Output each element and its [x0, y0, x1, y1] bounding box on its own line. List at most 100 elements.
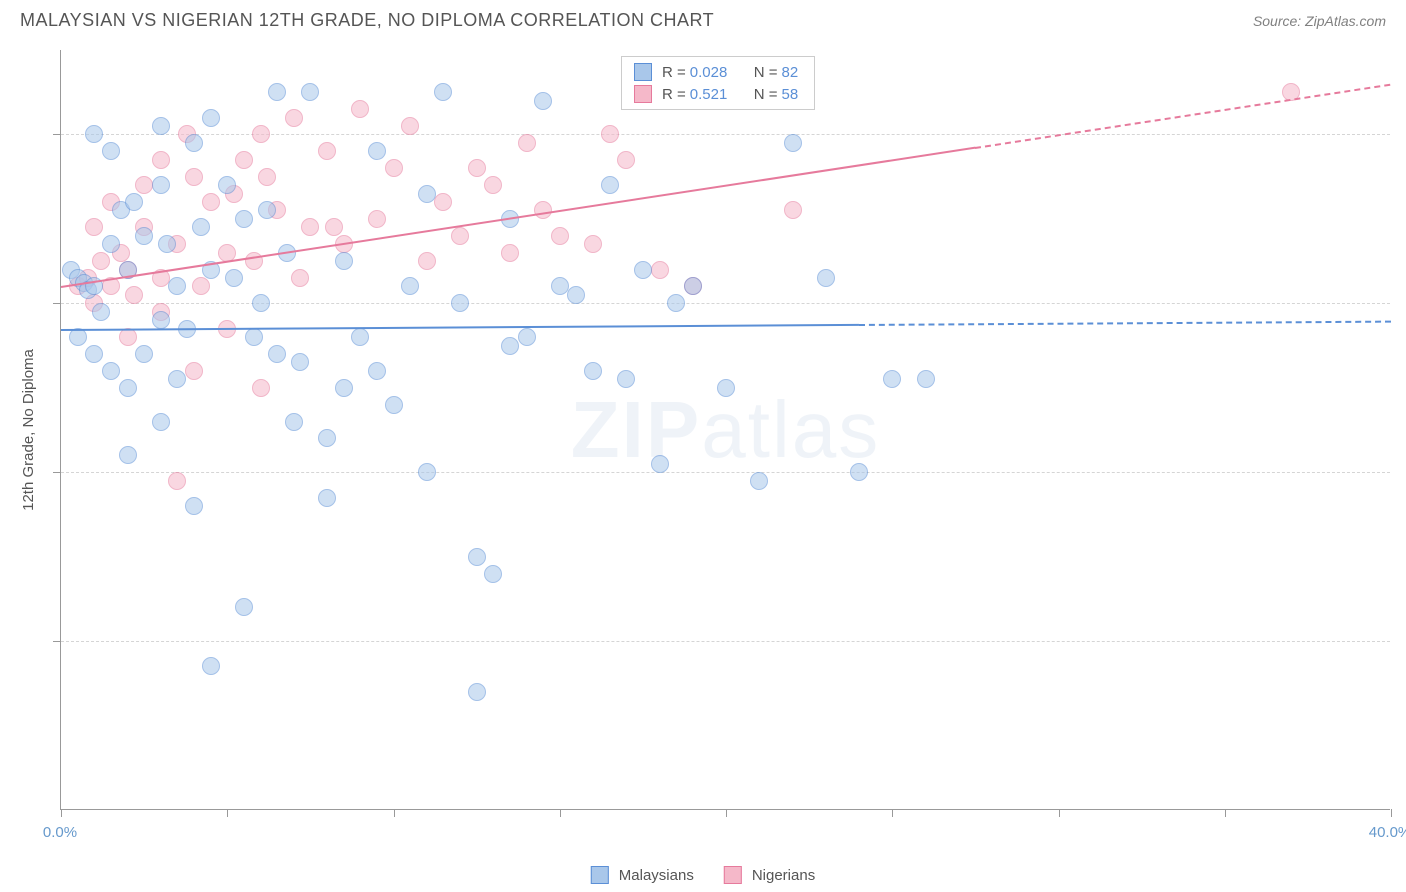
- data-point: [92, 252, 110, 270]
- data-point: [335, 252, 353, 270]
- data-point: [119, 379, 137, 397]
- data-point: [351, 328, 369, 346]
- data-point: [152, 311, 170, 329]
- legend-item-nigerians: Nigerians: [724, 866, 815, 884]
- x-tick: [1391, 809, 1392, 817]
- data-point: [717, 379, 735, 397]
- data-point: [601, 176, 619, 194]
- data-point: [245, 328, 263, 346]
- data-point: [325, 218, 343, 236]
- data-point: [202, 109, 220, 127]
- data-point: [434, 83, 452, 101]
- data-point: [917, 370, 935, 388]
- data-point: [285, 413, 303, 431]
- data-point: [192, 218, 210, 236]
- data-point: [291, 353, 309, 371]
- data-point: [617, 151, 635, 169]
- y-axis-title: 12th Grade, No Diploma: [20, 349, 37, 511]
- y-tick-label: 90.0%: [1400, 295, 1406, 312]
- x-tick-label: 0.0%: [43, 824, 77, 841]
- scatter-chart: ZIPatlas 70.0%80.0%90.0%100.0%R =0.028N …: [60, 50, 1390, 810]
- data-point: [651, 455, 669, 473]
- data-point: [501, 337, 519, 355]
- n-value: 58: [782, 86, 799, 103]
- data-point: [152, 117, 170, 135]
- data-point: [468, 159, 486, 177]
- data-point: [518, 134, 536, 152]
- data-point: [451, 294, 469, 312]
- data-point: [125, 286, 143, 304]
- r-value: 0.028: [690, 64, 740, 81]
- data-point: [301, 218, 319, 236]
- y-tick-label: 100.0%: [1400, 126, 1406, 143]
- data-point: [784, 134, 802, 152]
- data-point: [584, 235, 602, 253]
- data-point: [318, 142, 336, 160]
- data-point: [168, 277, 186, 295]
- chart-title: MALAYSIAN VS NIGERIAN 12TH GRADE, NO DIP…: [20, 10, 714, 31]
- stats-legend-row: R =0.028N =82: [622, 61, 814, 83]
- x-tick: [892, 809, 893, 817]
- data-point: [102, 235, 120, 253]
- data-point: [185, 497, 203, 515]
- data-point: [318, 429, 336, 447]
- x-tick: [394, 809, 395, 817]
- data-point: [584, 362, 602, 380]
- data-point: [484, 176, 502, 194]
- data-point: [152, 176, 170, 194]
- data-point: [235, 151, 253, 169]
- data-point: [225, 269, 243, 287]
- data-point: [301, 83, 319, 101]
- data-point: [85, 125, 103, 143]
- data-point: [418, 185, 436, 203]
- data-point: [368, 210, 386, 228]
- data-point: [468, 548, 486, 566]
- legend-label-malaysians: Malaysians: [619, 867, 694, 884]
- x-tick: [1225, 809, 1226, 817]
- r-label: R =: [662, 64, 686, 81]
- data-point: [534, 92, 552, 110]
- bottom-legend: Malaysians Nigerians: [591, 866, 815, 884]
- data-point: [291, 269, 309, 287]
- data-point: [634, 261, 652, 279]
- data-point: [468, 683, 486, 701]
- x-tick: [560, 809, 561, 817]
- grid-line: [61, 472, 1390, 473]
- data-point: [551, 227, 569, 245]
- data-point: [235, 598, 253, 616]
- data-point: [119, 328, 137, 346]
- data-point: [252, 125, 270, 143]
- x-tick: [726, 809, 727, 817]
- data-point: [285, 109, 303, 127]
- data-point: [102, 362, 120, 380]
- r-label: R =: [662, 86, 686, 103]
- data-point: [484, 565, 502, 583]
- data-point: [252, 379, 270, 397]
- data-point: [185, 134, 203, 152]
- data-point: [335, 379, 353, 397]
- data-point: [202, 657, 220, 675]
- n-label: N =: [754, 64, 778, 81]
- data-point: [883, 370, 901, 388]
- data-point: [401, 117, 419, 135]
- data-point: [401, 277, 419, 295]
- watermark-thin: atlas: [701, 385, 880, 474]
- data-point: [192, 277, 210, 295]
- y-tick-label: 80.0%: [1400, 464, 1406, 481]
- data-point: [501, 244, 519, 262]
- x-tick-label: 40.0%: [1369, 824, 1406, 841]
- data-point: [434, 193, 452, 211]
- data-point: [135, 176, 153, 194]
- regression-line-dashed: [975, 84, 1391, 149]
- y-tick-label: 70.0%: [1400, 633, 1406, 650]
- regression-line-dashed: [859, 320, 1391, 325]
- data-point: [667, 294, 685, 312]
- data-point: [368, 142, 386, 160]
- data-point: [152, 413, 170, 431]
- data-point: [817, 269, 835, 287]
- data-point: [102, 142, 120, 160]
- data-point: [85, 345, 103, 363]
- data-point: [135, 227, 153, 245]
- data-point: [368, 362, 386, 380]
- source-text: Source: ZipAtlas.com: [1253, 13, 1386, 29]
